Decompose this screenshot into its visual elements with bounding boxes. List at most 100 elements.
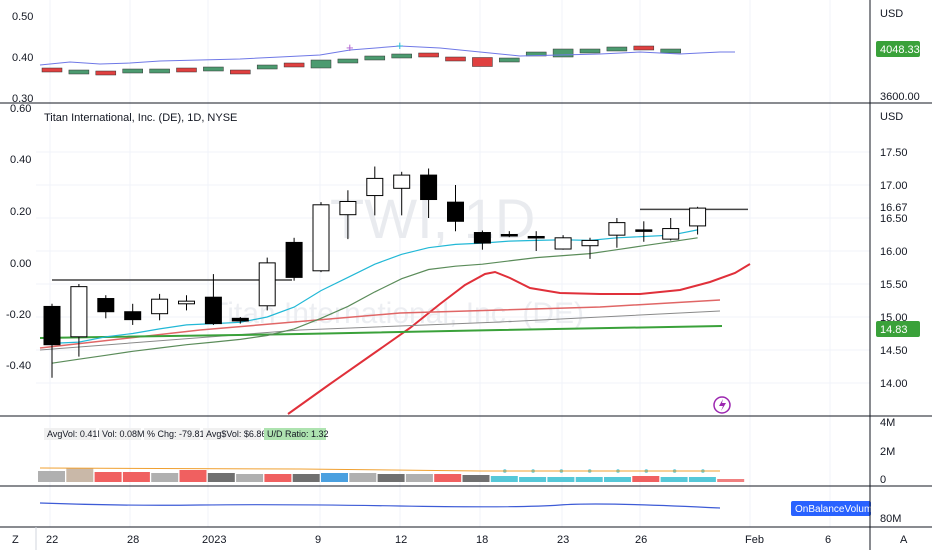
vol-chip	[99, 428, 141, 440]
candle	[500, 231, 518, 238]
obv-pane: OnBalanceVolume 80M	[39, 501, 901, 525]
volume-bar	[632, 476, 660, 482]
top-pane-bar	[472, 57, 493, 67]
candle	[43, 303, 61, 378]
top-pane-bar	[418, 52, 439, 58]
volume-bar	[122, 472, 150, 482]
candle	[258, 257, 276, 311]
left-axis: 0.60 0.40 0.20 0.00 -0.20 -0.40	[6, 103, 31, 372]
candle-body	[97, 298, 115, 313]
right-axis-tick: 14.00	[880, 378, 908, 390]
lightning-icon[interactable]	[713, 396, 731, 414]
volume-bar	[151, 473, 179, 482]
time-label: 6	[825, 534, 831, 546]
top-pane-bar	[337, 58, 359, 64]
candle	[635, 221, 653, 242]
candle-body	[204, 296, 222, 325]
volume-bar	[292, 474, 320, 482]
auto-scale-button[interactable]: A	[900, 534, 908, 546]
candle-body	[231, 317, 249, 322]
top-pane-bar	[606, 46, 628, 52]
top-price-badge-text: 4048.33	[880, 44, 920, 56]
volume-pane: AvgVol: 0.41M Vol: 0.08M % Chg: -79.81% …	[38, 417, 895, 486]
zoom-z-button[interactable]: Z	[12, 534, 19, 546]
time-label: 9	[315, 534, 321, 546]
left-axis-tick: -0.40	[6, 360, 31, 372]
volume-right-tick: 4M	[880, 417, 895, 429]
candle-body	[662, 228, 680, 240]
top-pane-bar	[579, 48, 601, 54]
candle	[393, 171, 411, 216]
volume-bar	[717, 479, 745, 482]
candle	[285, 237, 303, 281]
obv-badge	[791, 501, 871, 516]
top-pane-bar	[41, 67, 63, 73]
volume-bars	[38, 468, 745, 482]
left-axis-tick: 0.20	[10, 206, 31, 218]
sma-line-gray	[39, 310, 721, 351]
right-axis-tick: 16.50	[880, 213, 908, 225]
volume-bar	[321, 473, 348, 482]
left-axis-tick: 0.60	[10, 103, 31, 115]
time-label: 2023	[202, 534, 226, 546]
volume-bar	[38, 471, 65, 482]
sma-curve-red	[287, 263, 751, 415]
top-left-tick: 0.50	[12, 11, 33, 23]
top-pane-bar	[633, 45, 655, 51]
top-pane-line	[39, 45, 735, 66]
last-price-badge-text: 16.67	[880, 202, 908, 214]
candle	[662, 218, 680, 241]
candle	[689, 206, 707, 235]
candle	[447, 185, 464, 232]
candle	[312, 202, 330, 273]
volume-bar	[490, 476, 518, 482]
grid	[36, 0, 870, 527]
volume-bar	[434, 474, 462, 482]
top-pane-candles	[41, 45, 681, 76]
volume-bar	[519, 477, 547, 482]
time-label: 12	[395, 534, 407, 546]
volume-bar	[349, 473, 377, 482]
volume-bar	[547, 477, 575, 482]
top-pane-bar	[552, 48, 574, 58]
candle-body	[554, 237, 572, 250]
top-pane: 0.50 0.40 0.30 USD 3600.00 4048.33 + +	[12, 8, 920, 105]
volume-bar	[94, 472, 122, 482]
candle-body	[124, 311, 142, 321]
time-label: 23	[557, 534, 569, 546]
obv-line	[39, 502, 721, 509]
volume-bar	[462, 475, 490, 482]
volume-bar	[207, 473, 235, 482]
volume-bar	[604, 477, 631, 482]
volume-bar	[179, 470, 207, 482]
left-axis-tick: -0.20	[6, 309, 31, 321]
candle-body	[608, 222, 626, 236]
candle-body	[635, 229, 653, 232]
top-pane-bar	[149, 68, 170, 74]
top-pane-bar	[176, 67, 197, 73]
candle-body	[689, 207, 707, 227]
time-label: Feb	[745, 534, 764, 546]
candle-body	[366, 177, 384, 197]
ma-price-badge	[876, 321, 920, 337]
chg-chip	[144, 428, 200, 440]
ma-price-badge-text: 14.83	[880, 324, 908, 336]
volume-bar	[405, 474, 433, 482]
candle-body	[500, 234, 518, 237]
candle	[608, 218, 626, 248]
top-pane-bar	[68, 69, 90, 75]
top-left-tick: 0.40	[12, 52, 33, 64]
candle-body	[473, 232, 491, 244]
left-axis-tick: 0.00	[10, 258, 31, 270]
candle-body	[339, 201, 357, 216]
sma-line-green	[39, 325, 723, 339]
top-pane-bar	[391, 53, 412, 59]
obv-right-tick: 80M	[880, 513, 901, 525]
candle-body	[178, 300, 195, 305]
plus-marker-icon: +	[346, 40, 354, 55]
candle-body	[420, 174, 438, 201]
top-currency-label: USD	[880, 8, 903, 20]
avg-dollar-vol-text: Avg$Vol: $6.86M	[206, 429, 274, 439]
candle	[204, 274, 222, 325]
